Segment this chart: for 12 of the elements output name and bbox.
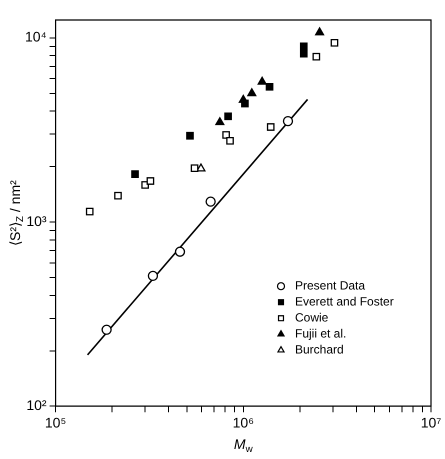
- y-tick-label: 10³: [26, 212, 47, 229]
- legend-label: Cowie: [295, 310, 329, 325]
- x-tick-label: 10⁵: [44, 414, 66, 430]
- y-tick-label: 10²: [26, 397, 47, 414]
- y-axis-title: ⟨S²⟩Z / nm²: [6, 180, 26, 246]
- y-tick-label: 10⁴: [24, 28, 47, 45]
- legend-label: Burchard: [295, 342, 344, 357]
- x-tick-label: 10⁶: [232, 414, 254, 430]
- legend-label: Present Data: [295, 278, 366, 293]
- legend-label: Everett and Foster: [295, 294, 394, 309]
- x-tick-label: 10⁷: [420, 414, 442, 430]
- legend-label: Fujii et al.: [295, 326, 346, 341]
